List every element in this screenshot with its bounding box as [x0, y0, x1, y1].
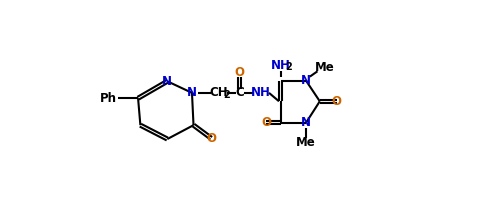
- Text: O: O: [332, 95, 342, 108]
- Text: O: O: [206, 132, 216, 145]
- Text: N: N: [301, 74, 311, 87]
- Text: C: C: [235, 86, 244, 99]
- Text: Me: Me: [315, 61, 335, 74]
- Text: O: O: [261, 116, 271, 129]
- Text: N: N: [162, 75, 172, 88]
- Text: 2: 2: [285, 62, 292, 73]
- Text: N: N: [301, 116, 311, 129]
- Text: Me: Me: [296, 136, 316, 149]
- Text: N: N: [187, 86, 197, 99]
- Text: Ph: Ph: [100, 92, 117, 105]
- Text: CH: CH: [210, 86, 228, 99]
- Text: NH: NH: [251, 86, 271, 99]
- Text: 2: 2: [223, 90, 230, 100]
- Text: NH: NH: [271, 59, 290, 72]
- Text: O: O: [235, 66, 245, 79]
